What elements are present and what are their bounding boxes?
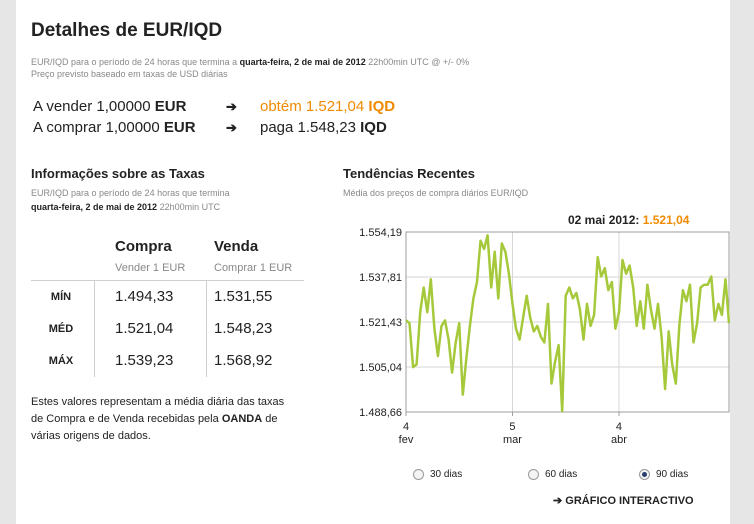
buy-result-currency: IQD bbox=[360, 119, 387, 136]
trend-chart[interactable]: 1.554,19 1.537,81 1.521,43 1.505,04 1.488,66… bbox=[336, 222, 730, 454]
table-column-divider bbox=[206, 280, 207, 377]
period-prefix: EUR/IQD para o período de 24 horas que t… bbox=[31, 57, 238, 67]
min-venda-value: 1.531,55 bbox=[214, 288, 273, 305]
sell-result: obtém 1.521,04 IQD bbox=[260, 98, 395, 115]
med-compra-value: 1.521,04 bbox=[115, 320, 174, 337]
forecast-note: Preço previsto baseado em taxas de USD d… bbox=[31, 69, 228, 79]
range-option-90[interactable]: 90 dias bbox=[639, 466, 688, 484]
detail-panel: Detalhes de EUR/IQD EUR/IQD para o perío… bbox=[16, 0, 730, 524]
sell-amount: A vender 1,00000 bbox=[33, 98, 151, 115]
interactive-chart-link[interactable]: ➔ GRÁFICO INTERACTIVO bbox=[553, 494, 694, 507]
med-venda-value: 1.548,23 bbox=[214, 320, 273, 337]
range-label-90: 90 dias bbox=[656, 469, 689, 481]
venda-column-title: Venda bbox=[214, 238, 259, 255]
buy-currency: EUR bbox=[163, 119, 196, 136]
y-tick-label: 1.488,66 bbox=[359, 407, 402, 419]
range-option-60[interactable]: 60 dias bbox=[528, 466, 577, 484]
sell-result-currency: IQD bbox=[368, 98, 396, 115]
max-compra-value: 1.539,23 bbox=[115, 352, 174, 369]
x-tick-month: abr bbox=[611, 434, 627, 446]
sell-conversion-label: A vender 1,00000 EUR bbox=[33, 98, 186, 115]
rates-period-desc: EUR/IQD para o período de 24 horas que t… bbox=[31, 188, 230, 198]
rates-note-text: Estes valores representam a média diária… bbox=[31, 396, 285, 425]
arrow-right-icon: ➔ bbox=[226, 99, 237, 114]
interactive-chart-label: GRÁFICO INTERACTIVO bbox=[565, 495, 694, 507]
venda-column-subtitle: Comprar 1 EUR bbox=[214, 262, 293, 274]
trends-heading: Tendências Recentes bbox=[343, 166, 475, 181]
table-top-divider bbox=[31, 280, 304, 281]
buy-result: paga 1.548,23 IQD bbox=[260, 119, 387, 136]
period-date: quarta-feira, 2 de mai de 2012 bbox=[239, 57, 366, 67]
arrow-right-icon: ➔ bbox=[226, 120, 237, 135]
range-label-30: 30 dias bbox=[430, 469, 463, 481]
y-tick-label: 1.554,19 bbox=[359, 227, 402, 239]
row-label-med: MÉD bbox=[48, 323, 74, 335]
buy-conversion-label: A comprar 1,00000 EUR bbox=[33, 119, 196, 136]
compra-column-title: Compra bbox=[115, 238, 172, 255]
x-tick-day: 4 bbox=[403, 421, 409, 433]
rates-period-date: quarta-feira, 2 de mai de 2012 bbox=[31, 202, 158, 212]
y-tick-label: 1.521,43 bbox=[359, 317, 402, 329]
radio-button[interactable] bbox=[528, 469, 539, 481]
x-tick-month: mar bbox=[503, 434, 522, 446]
range-label-60: 60 dias bbox=[545, 469, 578, 481]
x-tick-month: fev bbox=[399, 434, 414, 446]
x-tick-day: 5 bbox=[509, 421, 515, 433]
compra-column-subtitle: Vender 1 EUR bbox=[115, 262, 186, 274]
rates-info-heading: Informações sobre as Taxas bbox=[31, 166, 205, 181]
radio-button[interactable] bbox=[639, 469, 650, 481]
current-rate-value: 1.521,04 bbox=[642, 213, 690, 227]
series-line bbox=[405, 234, 730, 413]
y-tick-label: 1.537,81 bbox=[359, 272, 402, 284]
period-info: EUR/IQD para o período de 24 horas que t… bbox=[31, 57, 469, 67]
page-title: Detalhes de EUR/IQD bbox=[31, 20, 223, 41]
max-venda-value: 1.568,92 bbox=[214, 352, 273, 369]
arrow-right-icon: ➔ bbox=[553, 495, 563, 507]
current-rate-date: 02 mai 2012: bbox=[568, 213, 640, 227]
period-suffix: 22h00min UTC @ +/- 0% bbox=[368, 57, 470, 67]
rates-note-text-end: de várias origens de dados. bbox=[31, 413, 278, 442]
radio-button[interactable] bbox=[413, 469, 424, 481]
y-axis-labels: 1.554,19 1.537,81 1.521,43 1.505,04 1.488,66 bbox=[359, 227, 402, 419]
trends-subtitle: Média dos preços de compra diários EUR/I… bbox=[343, 188, 529, 198]
table-column-divider bbox=[94, 280, 95, 377]
sell-result-value: obtém 1.521,04 bbox=[260, 98, 365, 115]
buy-result-value: paga 1.548,23 bbox=[260, 119, 356, 136]
range-option-30[interactable]: 30 dias bbox=[413, 466, 462, 484]
sell-currency: EUR bbox=[154, 98, 187, 115]
rates-period-date-line: quarta-feira, 2 de mai de 2012 22h00min … bbox=[31, 202, 220, 212]
row-label-min: MÍN bbox=[50, 291, 72, 303]
min-compra-value: 1.494,33 bbox=[115, 288, 174, 305]
y-tick-label: 1.505,04 bbox=[359, 362, 402, 374]
row-label-max: MÁX bbox=[48, 355, 74, 367]
rates-note: Estes valores representam a média diária… bbox=[31, 394, 291, 445]
rates-period-time: 22h00min UTC bbox=[159, 202, 221, 212]
buy-amount: A comprar 1,00000 bbox=[33, 119, 160, 136]
current-rate-readout: 02 mai 2012: 1.521,04 bbox=[568, 213, 689, 227]
x-tick-day: 4 bbox=[616, 421, 622, 433]
oanda-name: OANDA bbox=[221, 413, 263, 425]
